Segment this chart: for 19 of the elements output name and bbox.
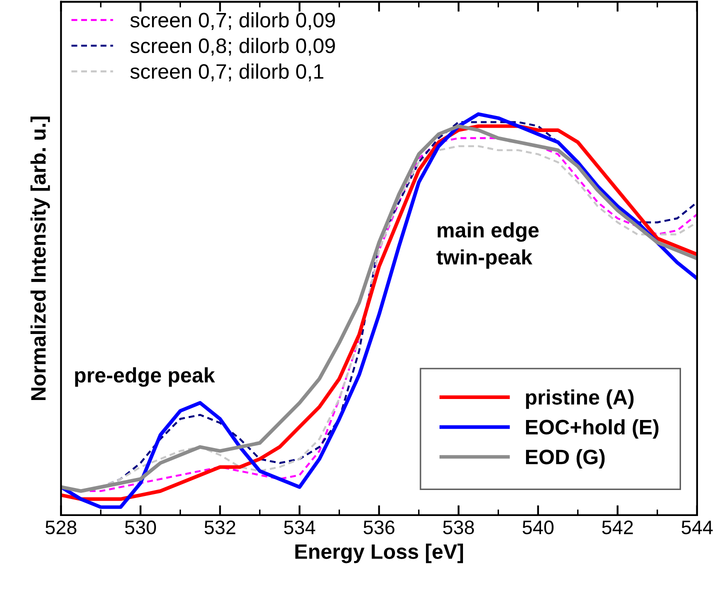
x-tick-label: 530 — [125, 520, 156, 534]
legend-label: pristine (A) — [526, 389, 634, 409]
x-tick-label: 538 — [443, 520, 474, 534]
annotation: pre-edge peak — [75, 367, 216, 387]
legend-label: EOD (G) — [526, 449, 605, 468]
x-axis-title: Energy Loss [eV] — [295, 544, 463, 564]
x-tick-label: 532 — [204, 520, 236, 534]
x-tick-label: 540 — [522, 520, 554, 534]
x-tick-label: 536 — [364, 520, 394, 534]
x-tick-label: 534 — [284, 520, 316, 534]
legend-label: screen 0,7; dilorb 0,1 — [130, 64, 324, 82]
annotation: main edge twin-peak — [436, 222, 539, 269]
y-axis-title: Normalized Intensity [arb. u.] — [30, 116, 50, 400]
x-tick-label: 542 — [602, 520, 633, 534]
legend-label: screen 0,8; dilorb 0,09 — [130, 38, 335, 56]
x-tick-label: 528 — [46, 520, 76, 534]
legend-label: screen 0,7; dilorb 0,09 — [130, 12, 335, 30]
x-tick-label: 544 — [682, 520, 713, 534]
legend-label: EOC+hold (E) — [526, 419, 658, 439]
